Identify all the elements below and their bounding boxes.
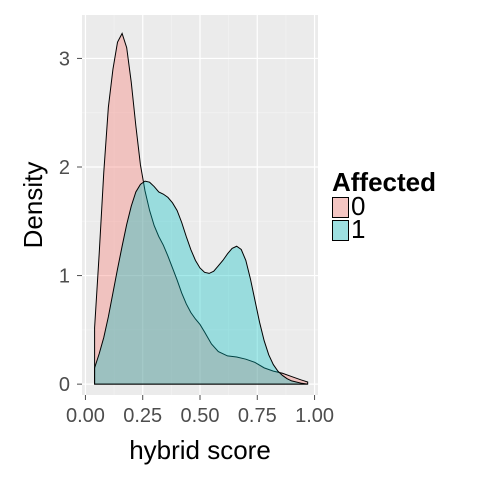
y-axis-title: Density [18,162,48,249]
y-tick-label: 1 [59,266,70,288]
density-areas [94,32,309,385]
legend-label-affected-1: 1 [351,214,365,244]
density-area-affected-1 [94,180,308,385]
y-tick-label: 0 [59,374,70,396]
x-tick-label: 0.50 [181,405,220,427]
legend-swatch-affected-1 [332,220,349,241]
y-tick-label: 3 [59,48,70,70]
grid-lines [82,15,318,395]
density-area-affected-0 [94,32,309,385]
x-tick-label: 0.75 [238,405,277,427]
x-axis-title: hybrid score [129,435,271,465]
legend-key-background [332,220,349,241]
axes: 0.00 0.25 0.50 0.75 1.00 0 1 2 3 [59,48,334,427]
x-tick-label: 0.25 [123,405,162,427]
legend-key-background [332,197,349,218]
x-tick-label: 1.00 [295,405,334,427]
legend-entries: 01 [332,191,365,244]
legend: Affected 01 [332,167,436,244]
legend-label-affected-0: 0 [351,191,365,221]
legend-swatch-affected-0 [332,197,349,218]
y-tick-label: 2 [59,157,70,179]
legend-title: Affected [332,167,436,197]
x-tick-label: 0.00 [66,405,105,427]
